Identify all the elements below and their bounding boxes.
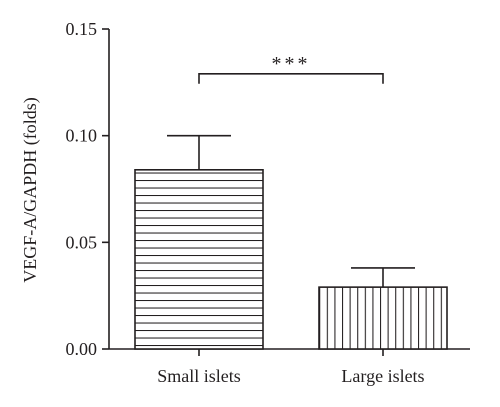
significance-bracket <box>198 73 384 84</box>
y-tick-label: 0.10 <box>66 126 98 146</box>
y-axis: 0.00 0.05 0.10 0.15 <box>66 19 110 359</box>
bar-small-islets <box>134 169 264 350</box>
x-axis: Small islets Large islets <box>109 348 470 386</box>
y-tick-label: 0.15 <box>66 19 98 39</box>
y-axis-label: VEGF-A/GAPDH (folds) <box>20 97 41 283</box>
x-tick-label: Small islets <box>157 366 241 386</box>
significance-annotation: *** <box>198 53 384 84</box>
bar-large-islets <box>318 286 448 350</box>
y-tick-label: 0.05 <box>66 232 98 252</box>
y-tick-label: 0.00 <box>66 339 98 359</box>
x-tick-label: Large islets <box>341 366 424 386</box>
bars <box>134 134 448 350</box>
significance-label: *** <box>272 53 311 75</box>
